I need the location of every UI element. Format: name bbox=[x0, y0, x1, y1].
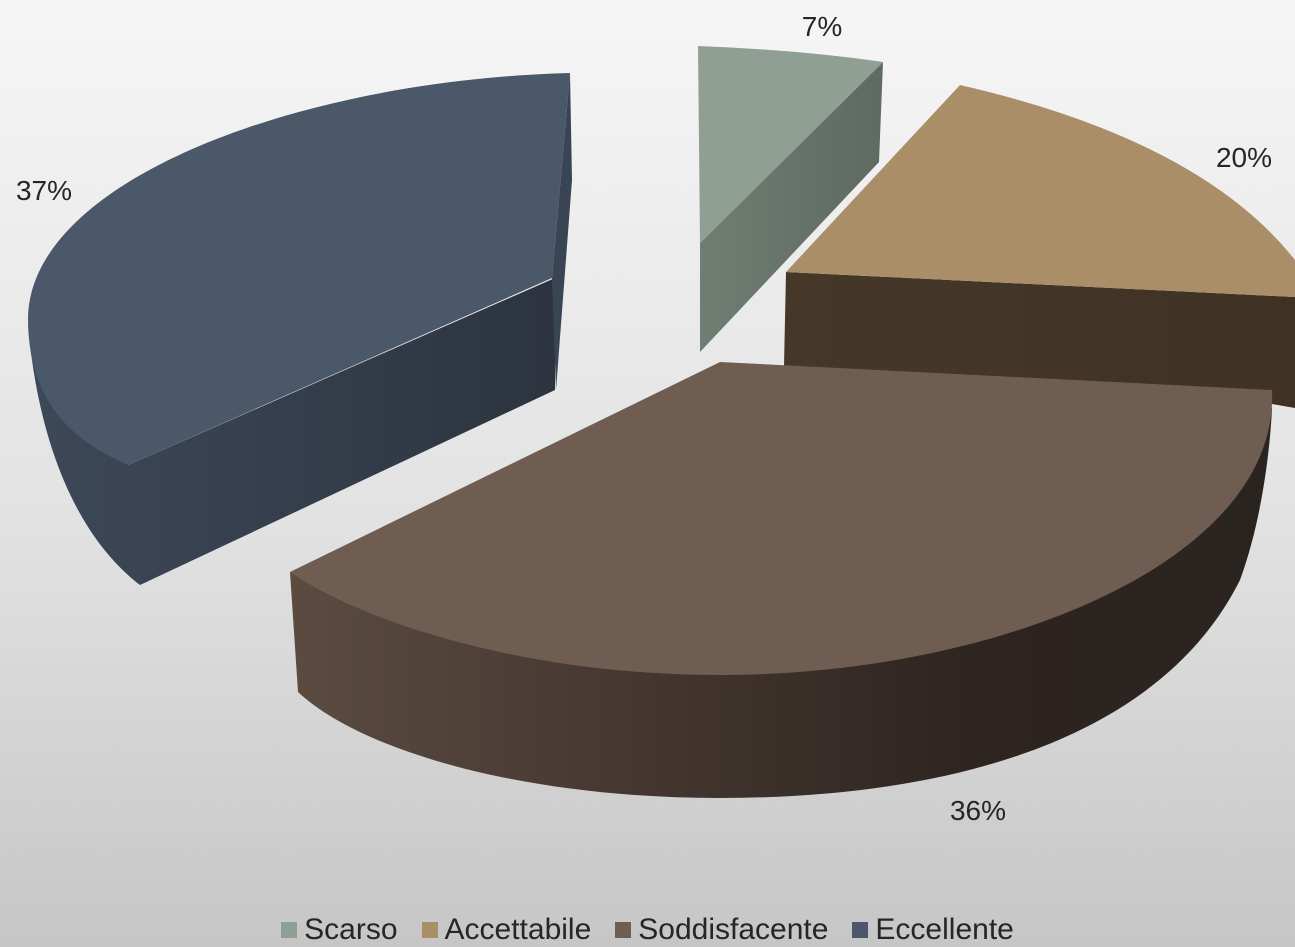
legend-swatch bbox=[422, 922, 438, 938]
legend-item-eccellente[interactable]: Eccellente bbox=[852, 912, 1013, 947]
legend-label: Eccellente bbox=[875, 912, 1013, 947]
legend-label: Scarso bbox=[304, 912, 397, 947]
legend-swatch bbox=[281, 922, 297, 938]
legend-swatch bbox=[615, 922, 631, 938]
legend-label: Accettabile bbox=[445, 912, 592, 947]
data-label-eccellente: 37% bbox=[16, 175, 72, 206]
data-label-soddisfacente: 36% bbox=[950, 795, 1006, 826]
legend-item-scarso[interactable]: Scarso bbox=[281, 912, 397, 947]
pie-chart: 7% 20% 36% 37% bbox=[0, 0, 1295, 905]
legend-item-soddisfacente[interactable]: Soddisfacente bbox=[615, 912, 828, 947]
legend-item-accettabile[interactable]: Accettabile bbox=[422, 912, 592, 947]
data-label-scarso: 7% bbox=[802, 11, 842, 42]
legend-label: Soddisfacente bbox=[638, 912, 828, 947]
legend-swatch bbox=[852, 922, 868, 938]
legend: Scarso Accettabile Soddisfacente Eccelle… bbox=[0, 912, 1295, 947]
data-label-accettabile: 20% bbox=[1216, 142, 1272, 173]
